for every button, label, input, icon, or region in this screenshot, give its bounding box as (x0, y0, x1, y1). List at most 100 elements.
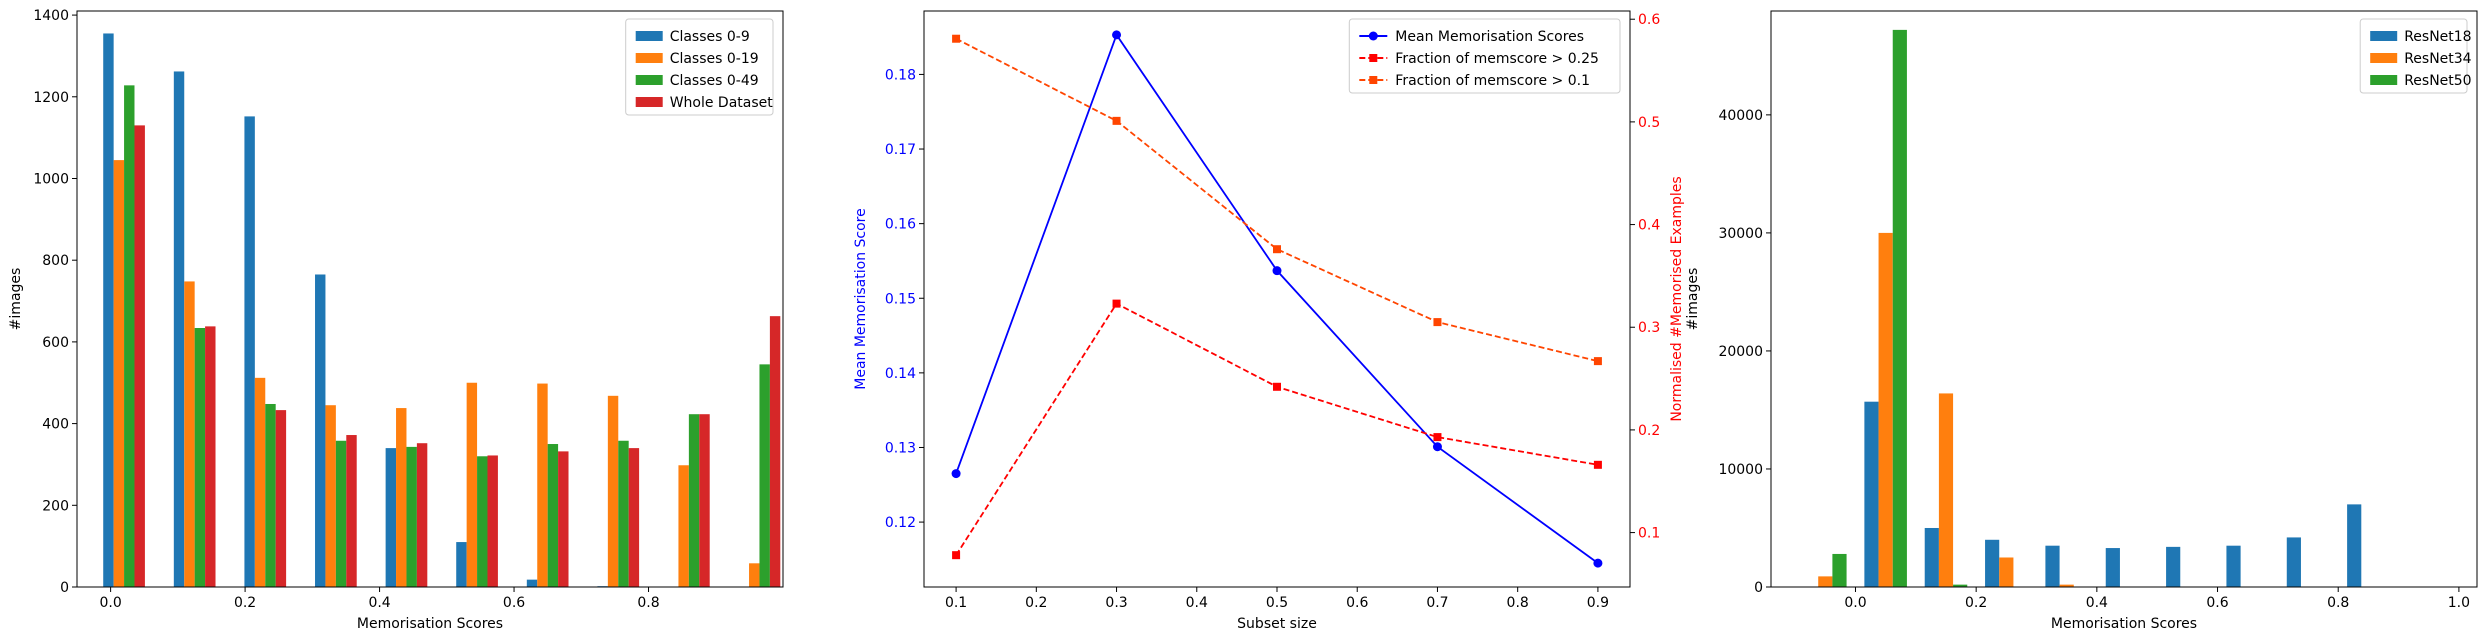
bar (769, 316, 781, 587)
y2-tick-label: 0.1 (1638, 526, 1660, 542)
data-point (1112, 30, 1122, 40)
x-tick-label: 0.2 (1965, 595, 1987, 611)
y-tick-label: 40000 (1718, 108, 1763, 124)
legend-label: Mean Memorisation Scores (1395, 29, 1584, 45)
bar (315, 274, 326, 587)
bar (406, 446, 417, 587)
bar (1924, 527, 1939, 587)
y2-tick-label: 0.2 (1638, 423, 1660, 439)
bar (547, 444, 559, 587)
x-tick-label: 0.9 (1587, 595, 1609, 611)
y-tick-label: 1000 (33, 171, 69, 187)
series-1 (951, 30, 1603, 568)
y2-tick-label: 0.6 (1638, 12, 1660, 28)
bar (558, 451, 569, 587)
legend-label: Classes 0-19 (670, 51, 759, 67)
y2-axis-label: Normalised #Memorised Examples (1669, 176, 1685, 421)
x-tick-label: 0.1 (945, 595, 967, 611)
x-tick-label: 0.3 (1105, 595, 1127, 611)
legend-label: Whole Dataset (670, 95, 774, 111)
y-tick-label: 10000 (1718, 462, 1763, 478)
bar (466, 382, 478, 587)
bar (1864, 401, 1879, 587)
y-tick-label: 1400 (33, 8, 69, 24)
legend-item: Mean Memorisation Scores (1359, 29, 1584, 45)
bar (194, 328, 206, 587)
x-axis-label: Subset size (1237, 616, 1317, 632)
bar (124, 85, 135, 587)
bar (618, 440, 629, 587)
y-tick-label: 400 (42, 417, 69, 433)
data-point (1432, 442, 1442, 452)
bar (2226, 545, 2241, 587)
bar (759, 364, 770, 587)
bars (103, 33, 781, 588)
legend-label: Fraction of memscore > 0.1 (1395, 73, 1590, 89)
data-point (1273, 382, 1281, 391)
bar (1892, 29, 1907, 587)
legend-item: Classes 0-49 (635, 73, 759, 89)
bar (1938, 393, 1954, 587)
bar (1878, 232, 1893, 587)
data-point (1272, 266, 1282, 276)
legend: Classes 0-9 Classes 0-19 Classes 0-49 Whole… (625, 18, 774, 116)
bar (1953, 584, 1968, 587)
bar (205, 326, 216, 587)
x-tick-label: 0.6 (503, 595, 525, 611)
x-axis-label: Memorisation Scores (357, 616, 503, 632)
bar (254, 377, 266, 587)
bar (385, 448, 397, 587)
y-tick-label: 0.15 (885, 291, 916, 307)
y-tick-label: 1200 (33, 90, 69, 106)
x-tick-label: 0.8 (637, 595, 659, 611)
y-tick-label: 600 (42, 335, 69, 351)
legend-item: Whole Dataset (635, 95, 774, 111)
legend-item: ResNet18 (2370, 29, 2472, 45)
bar (134, 125, 145, 587)
bar (184, 281, 195, 587)
bar (2166, 546, 2181, 587)
bar (325, 405, 336, 587)
y-tick-label: 200 (42, 498, 69, 514)
x-tick-label: 0.7 (1426, 595, 1448, 611)
bar (396, 408, 407, 587)
x-tick-label: 0.6 (2206, 595, 2228, 611)
y-tick-label: 20000 (1718, 344, 1763, 360)
y2-tick-label: 0.4 (1638, 218, 1660, 234)
data-point (1433, 318, 1442, 327)
series-3 (952, 34, 1602, 366)
bar (1985, 539, 2000, 587)
bar (2347, 504, 2362, 587)
bar-chart-3: 0.0 0.2 0.4 0.6 0.8 1.0 0 10000 20000 30000 40000 M… (1685, 10, 2478, 632)
data-point (952, 34, 961, 43)
x-tick-label: 0.8 (1507, 595, 1529, 611)
x-tick-label: 0.8 (2327, 595, 2349, 611)
data-point (1112, 299, 1121, 308)
bar (699, 414, 710, 587)
bar (173, 71, 185, 587)
data-point (1593, 460, 1602, 469)
legend-label: Classes 0-49 (670, 73, 759, 89)
legend-item: Classes 0-9 (635, 29, 750, 45)
bar (749, 563, 760, 587)
legend-box (1348, 18, 1621, 94)
bar (487, 455, 498, 587)
legend-item: ResNet34 (2370, 51, 2472, 67)
bar (335, 440, 347, 587)
bar (537, 383, 548, 587)
bar-chart-1: 0.0 0.2 0.4 0.6 0.8 0 200 400 600 800 1000 1200 1400… (8, 8, 784, 632)
legend-label: ResNet18 (2404, 29, 2471, 45)
legend-item: Fraction of memscore > 0.25 (1359, 51, 1599, 67)
x-tick-label: 1.0 (2448, 595, 2470, 611)
bar (1832, 553, 1847, 587)
legend-swatch (635, 53, 663, 63)
x-tick-label: 0.0 (1844, 595, 1866, 611)
legend-swatch (2370, 75, 2398, 85)
bar (477, 456, 488, 587)
data-point (1593, 357, 1602, 366)
legend: ResNet18 ResNet34 ResNet50 (2359, 18, 2472, 94)
bar (688, 414, 700, 587)
bar (526, 579, 538, 587)
series-line (955, 32, 1599, 564)
